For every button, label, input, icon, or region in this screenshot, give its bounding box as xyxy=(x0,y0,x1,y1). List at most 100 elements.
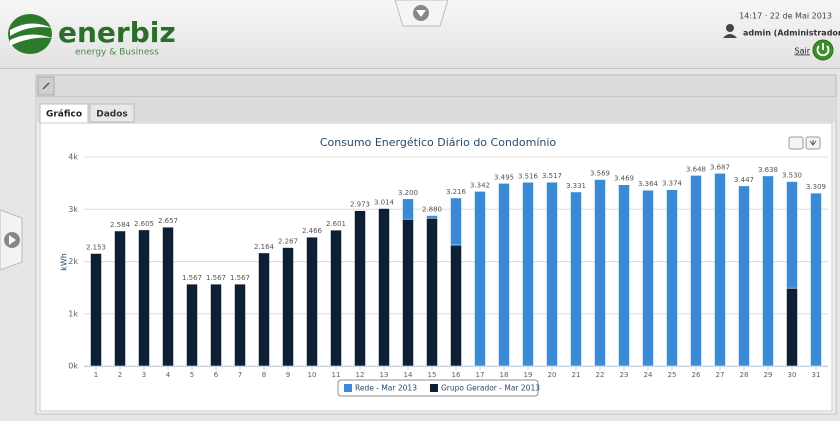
x-tick-label: 22 xyxy=(596,371,605,379)
total-label: 2.601 xyxy=(326,220,346,228)
x-tick-label: 9 xyxy=(286,371,290,379)
bar-segment xyxy=(90,253,102,367)
logo-tagline: energy & Business xyxy=(75,48,159,58)
total-label: 2.880 xyxy=(422,206,442,214)
logo-name: enerbiz xyxy=(58,16,176,49)
bar-segment xyxy=(642,189,654,367)
x-tick-label: 26 xyxy=(692,371,701,379)
bar-segment xyxy=(210,283,222,367)
total-label: 3.469 xyxy=(614,175,634,183)
x-tick-label: 10 xyxy=(308,371,317,379)
bar-segment xyxy=(426,215,438,219)
bar-segment xyxy=(354,210,366,367)
legend-label: Rede - Mar 2013 xyxy=(355,384,417,393)
bar-segment xyxy=(330,229,342,367)
x-tick-label: 25 xyxy=(668,371,677,379)
tab[interactable] xyxy=(89,103,135,123)
bar-segment xyxy=(186,283,198,367)
bar-segment xyxy=(738,185,750,367)
total-label: 3.364 xyxy=(638,180,659,188)
bar-segment xyxy=(426,217,438,367)
total-label: 3.516 xyxy=(518,172,539,180)
y-tick-label: 3k xyxy=(68,205,78,214)
bar-segment xyxy=(138,229,150,367)
x-tick-label: 30 xyxy=(788,371,797,379)
total-label: 3.014 xyxy=(374,199,395,207)
x-tick-label: 17 xyxy=(476,371,485,379)
x-tick-label: 24 xyxy=(644,371,653,379)
total-label: 2.973 xyxy=(350,201,370,209)
legend-label: Grupo Gerador - Mar 2013 xyxy=(441,384,540,393)
bar-segment xyxy=(402,198,414,220)
x-tick-label: 14 xyxy=(404,371,413,379)
total-label: 2.164 xyxy=(254,243,275,251)
total-label: 1.567 xyxy=(230,274,250,282)
x-tick-label: 6 xyxy=(214,371,219,379)
x-tick-label: 19 xyxy=(524,371,533,379)
bar-segment xyxy=(258,252,270,367)
legend-box xyxy=(337,379,539,397)
side-toggle[interactable] xyxy=(0,209,23,271)
collapse-header-button[interactable] xyxy=(394,0,449,27)
x-tick-label: 7 xyxy=(238,371,242,379)
y-axis-label: kWh xyxy=(60,253,69,271)
total-label: 1.567 xyxy=(206,274,226,282)
total-label: 3.530 xyxy=(782,172,802,180)
bar-segment xyxy=(234,283,246,367)
total-label: 3.447 xyxy=(734,176,754,184)
total-label: 3.342 xyxy=(470,181,490,189)
bar-segment xyxy=(162,226,174,367)
chart-title: Consumo Energético Diário do Condomínio xyxy=(320,136,557,149)
bar-segment xyxy=(618,184,630,367)
y-tick-label: 0k xyxy=(68,362,78,371)
total-label: 2.466 xyxy=(302,227,323,235)
x-tick-label: 11 xyxy=(332,371,341,379)
y-tick-label: 1k xyxy=(68,309,78,318)
bar-segment xyxy=(546,181,558,367)
user-icon xyxy=(723,24,737,38)
x-tick-label: 3 xyxy=(142,371,146,379)
x-tick-label: 20 xyxy=(548,371,557,379)
x-tick-label: 27 xyxy=(716,371,725,379)
x-tick-label: 23 xyxy=(620,371,629,379)
x-tick-label: 28 xyxy=(740,371,749,379)
bar-segment xyxy=(114,230,126,367)
bar-segment xyxy=(786,181,798,289)
bar-segment xyxy=(762,175,774,367)
x-tick-label: 21 xyxy=(572,371,581,379)
bar-segment xyxy=(474,191,486,367)
bar-segment xyxy=(714,173,726,367)
total-label: 2.153 xyxy=(86,244,106,252)
x-tick-label: 31 xyxy=(812,371,821,379)
y-tick-label: 4k xyxy=(68,153,78,162)
total-label: 3.495 xyxy=(494,173,514,181)
tab-label[interactable]: Dados xyxy=(96,110,128,120)
total-label: 3.331 xyxy=(566,182,586,190)
tab-bar xyxy=(36,100,836,122)
x-tick-label: 8 xyxy=(262,371,266,379)
x-tick-label: 29 xyxy=(764,371,773,379)
logout-link[interactable]: Sair xyxy=(795,47,811,56)
total-label: 3.569 xyxy=(590,170,610,178)
print-button[interactable] xyxy=(788,136,804,150)
x-tick-label: 4 xyxy=(166,371,171,379)
bar-segment xyxy=(786,287,798,367)
total-label: 3.638 xyxy=(758,166,778,174)
total-label: 3.309 xyxy=(806,183,826,191)
bar-segment xyxy=(810,192,822,367)
bar-segment xyxy=(378,208,390,367)
power-button[interactable] xyxy=(812,39,834,61)
tab-label[interactable]: Gráfico xyxy=(46,110,82,120)
bar-segment xyxy=(402,218,414,367)
total-label: 2.657 xyxy=(158,217,178,225)
total-label: 2.584 xyxy=(110,221,131,229)
y-tick-label: 2k xyxy=(68,257,78,266)
x-tick-label: 12 xyxy=(356,371,365,379)
bar-segment xyxy=(498,183,510,367)
bar-segment xyxy=(522,182,534,367)
bar-segment xyxy=(666,189,678,367)
logo xyxy=(8,14,52,54)
x-tick-label: 2 xyxy=(118,371,122,379)
total-label: 1.567 xyxy=(182,274,202,282)
